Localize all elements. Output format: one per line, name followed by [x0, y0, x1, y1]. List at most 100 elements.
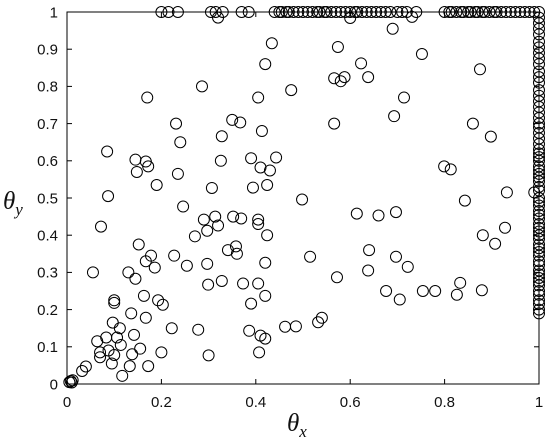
data-point	[125, 307, 138, 320]
data-point	[102, 190, 115, 203]
data-point	[438, 6, 451, 18]
data-point	[458, 194, 471, 207]
data-point	[180, 259, 193, 272]
data-point	[245, 152, 258, 165]
data-point	[344, 6, 357, 18]
data-point	[155, 346, 168, 359]
data-point	[533, 147, 545, 160]
data-point	[171, 6, 184, 18]
data-point	[356, 6, 368, 18]
data-point	[122, 266, 135, 279]
data-point	[384, 6, 397, 18]
data-point	[246, 181, 259, 194]
data-point	[201, 224, 214, 237]
data-point	[132, 238, 145, 251]
data-point	[484, 130, 497, 143]
data-point	[499, 6, 512, 18]
data-point	[362, 71, 375, 84]
data-point	[389, 206, 402, 219]
data-point	[235, 212, 248, 225]
data-point	[325, 6, 338, 18]
data-point	[230, 247, 243, 260]
x-axis-label-subscript: x	[298, 422, 307, 441]
data-point	[499, 221, 512, 234]
data-point	[141, 91, 154, 104]
data-point	[279, 320, 292, 333]
data-point	[252, 91, 265, 104]
data-point	[474, 63, 486, 76]
data-point	[500, 186, 513, 199]
data-point	[235, 6, 248, 18]
data-point	[202, 278, 215, 291]
data-point	[205, 181, 218, 194]
data-point	[304, 250, 317, 263]
data-point	[155, 6, 168, 18]
data-point	[464, 6, 477, 18]
data-point	[285, 84, 298, 97]
data-point	[533, 225, 545, 238]
data-point	[252, 213, 265, 226]
y-tick-label: 0.9	[37, 41, 58, 58]
data-point	[466, 117, 479, 130]
data-point	[216, 6, 229, 18]
data-point	[66, 374, 79, 387]
data-point	[148, 261, 161, 274]
data-point	[438, 160, 451, 173]
data-point	[263, 164, 276, 177]
data-point	[254, 161, 267, 174]
data-point	[105, 357, 118, 370]
data-point	[237, 277, 250, 290]
data-point	[533, 294, 545, 307]
data-point	[174, 136, 187, 149]
data-point	[106, 316, 119, 329]
data-point	[533, 221, 545, 234]
data-point	[533, 285, 545, 297]
y-tick-label: 0.3	[37, 265, 58, 282]
y-axis-label-subscript: y	[13, 200, 23, 219]
data-point	[126, 348, 139, 361]
data-point	[100, 331, 113, 344]
data-point	[489, 237, 502, 250]
data-point	[253, 346, 266, 359]
data-point	[242, 6, 255, 18]
data-point	[401, 260, 414, 273]
data-point	[344, 11, 357, 24]
data-point	[475, 284, 488, 297]
data-point	[130, 165, 143, 178]
data-point	[111, 331, 124, 344]
data-point	[533, 126, 545, 139]
data-point	[177, 200, 190, 213]
data-point	[108, 296, 121, 309]
data-point	[86, 266, 99, 279]
data-point	[533, 199, 545, 212]
data-point	[259, 332, 272, 345]
data-point	[533, 218, 545, 231]
data-point	[533, 238, 545, 251]
y-tick-label: 0	[50, 376, 58, 393]
data-point	[389, 250, 402, 263]
x-axis-label-symbol: θ	[287, 410, 299, 437]
data-point	[457, 6, 470, 18]
data-point	[374, 6, 387, 18]
data-point	[533, 307, 545, 320]
data-point	[355, 57, 368, 70]
data-point	[450, 288, 463, 301]
data-point	[533, 242, 545, 255]
data-point	[165, 322, 178, 335]
data-point	[234, 116, 247, 129]
data-point	[94, 346, 107, 359]
plot-frame	[66, 11, 540, 385]
data-point	[410, 6, 423, 18]
y-tick-label: 0.4	[37, 227, 58, 244]
data-point	[108, 348, 121, 361]
data-point	[533, 258, 545, 271]
data-point	[168, 249, 181, 262]
data-point	[79, 360, 92, 373]
data-point	[142, 360, 155, 373]
data-point	[212, 219, 225, 232]
data-point	[142, 160, 155, 173]
data-point	[282, 6, 295, 18]
data-point	[380, 285, 393, 297]
